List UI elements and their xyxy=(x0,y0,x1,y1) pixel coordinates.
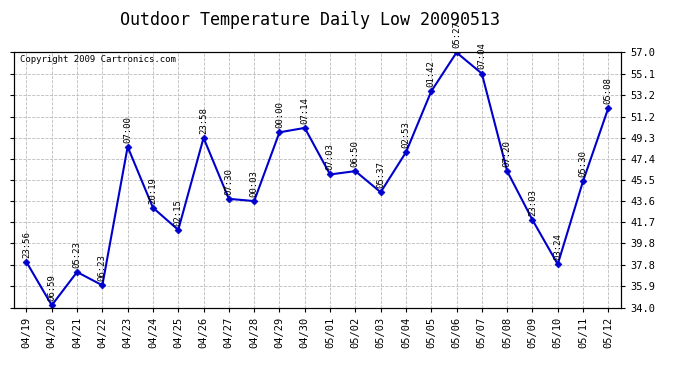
Text: 05:37: 05:37 xyxy=(376,161,385,188)
Text: 01:42: 01:42 xyxy=(426,60,436,87)
Text: 23:56: 23:56 xyxy=(22,231,31,258)
Text: 05:08: 05:08 xyxy=(604,77,613,104)
Text: 07:30: 07:30 xyxy=(224,168,233,195)
Text: 03:24: 03:24 xyxy=(553,233,562,260)
Text: 07:20: 07:20 xyxy=(502,140,512,167)
Text: 05:27: 05:27 xyxy=(452,21,461,48)
Text: 20:19: 20:19 xyxy=(148,177,157,204)
Text: 06:59: 06:59 xyxy=(47,274,57,301)
Text: 23:03: 23:03 xyxy=(528,189,537,216)
Text: 05:23: 05:23 xyxy=(72,241,81,268)
Text: 05:30: 05:30 xyxy=(578,150,588,177)
Text: 00:00: 00:00 xyxy=(275,101,284,128)
Text: 06:23: 06:23 xyxy=(98,254,107,281)
Text: Outdoor Temperature Daily Low 20090513: Outdoor Temperature Daily Low 20090513 xyxy=(121,11,500,29)
Text: 02:53: 02:53 xyxy=(402,121,411,148)
Text: Copyright 2009 Cartronics.com: Copyright 2009 Cartronics.com xyxy=(20,55,176,64)
Text: 02:15: 02:15 xyxy=(174,199,183,226)
Text: 07:03: 07:03 xyxy=(326,143,335,170)
Text: 06:50: 06:50 xyxy=(351,140,360,167)
Text: 07:04: 07:04 xyxy=(477,42,486,69)
Text: 00:03: 00:03 xyxy=(250,170,259,197)
Text: 07:00: 07:00 xyxy=(123,116,132,142)
Text: 07:14: 07:14 xyxy=(300,97,309,124)
Text: 23:58: 23:58 xyxy=(199,107,208,134)
